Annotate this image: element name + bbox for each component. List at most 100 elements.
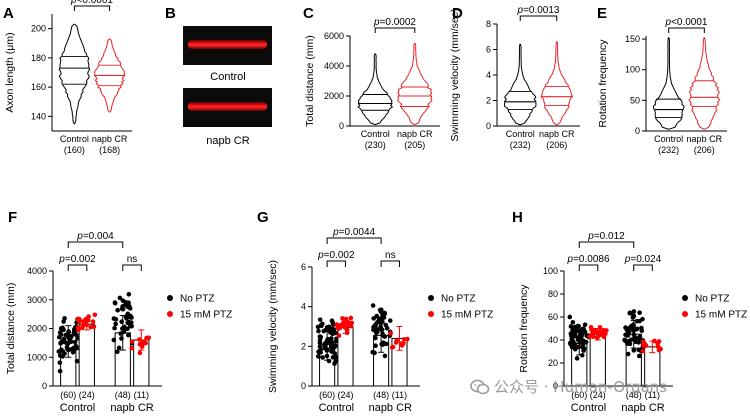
group-label: napb CR — [621, 402, 664, 414]
data-point — [115, 349, 120, 355]
data-point — [589, 332, 594, 338]
legend-marker — [167, 311, 173, 317]
violin-napb — [540, 41, 574, 126]
data-point — [329, 326, 334, 332]
sample-size-label: (206) — [694, 145, 715, 155]
y-tick-label: 2 — [486, 96, 491, 106]
data-point — [111, 337, 117, 343]
data-point — [113, 321, 118, 327]
violin-control — [503, 43, 537, 126]
data-point — [57, 353, 63, 358]
legend-marker — [428, 295, 434, 301]
y-axis-label: Total distance (mm) — [5, 283, 17, 375]
significance-bracket — [374, 27, 416, 33]
y-tick-label: 40 — [548, 335, 558, 345]
data-point — [330, 355, 336, 360]
data-point — [637, 310, 642, 316]
data-point — [121, 326, 126, 331]
y-tick-label: 4 — [301, 302, 306, 312]
sample-size-label: (206) — [546, 140, 567, 150]
data-point — [73, 345, 79, 350]
x-tick-label: napb CR — [397, 129, 433, 139]
y-tick-label: 6 — [301, 262, 306, 272]
data-point — [627, 310, 633, 316]
data-point — [119, 306, 125, 312]
legend-marker — [682, 311, 688, 317]
sample-size-label: (24) — [337, 390, 353, 400]
sample-size-label: (11) — [134, 390, 149, 400]
violin-control — [652, 37, 685, 130]
data-point — [626, 325, 632, 331]
data-point — [371, 316, 376, 321]
data-point — [136, 337, 142, 342]
sample-size-label: (160) — [64, 145, 85, 155]
data-point — [336, 333, 342, 338]
panel-g: 0 2 4 6 Swimming velocity (mm/sec) (60) (24) (4… — [267, 227, 493, 414]
data-point — [74, 358, 80, 364]
data-point — [128, 313, 133, 319]
sample-size-label: (232) — [658, 145, 679, 155]
significance-bracket — [380, 260, 400, 267]
data-point — [62, 351, 67, 356]
violin-control — [58, 23, 91, 125]
sample-size-label: (24) — [590, 390, 606, 400]
data-point — [640, 348, 646, 354]
data-point — [332, 344, 337, 350]
group-label: napb CR — [369, 402, 412, 414]
data-point — [140, 341, 145, 347]
data-point — [631, 313, 637, 319]
panel-e: 0 50 100 150 Rotation frequency Control(232) n… — [597, 17, 727, 155]
significance-label: ns — [127, 254, 138, 265]
y-axis-label: Swimming velocity (mm/sec) — [449, 8, 461, 141]
y-tick-label: 50 — [630, 95, 640, 105]
data-point — [322, 343, 327, 349]
data-point — [343, 316, 349, 322]
data-point — [588, 325, 594, 330]
panel-f: 0 1000 2000 3000 4000 Total distance (mm) (60)… — [5, 231, 232, 414]
legend-label: 15 mM PTZ — [180, 310, 232, 321]
violin-control — [357, 53, 394, 125]
data-point — [378, 307, 384, 313]
significance-label: p=0.002 — [58, 254, 96, 265]
significance-bracket — [73, 5, 111, 11]
significance-bracket — [67, 241, 124, 248]
data-point — [568, 324, 574, 329]
data-point — [129, 345, 135, 351]
data-point — [319, 323, 324, 329]
sample-size-label: (11) — [645, 390, 660, 400]
data-point — [383, 322, 389, 328]
data-point — [655, 344, 661, 349]
data-point — [81, 321, 87, 327]
y-tick-label: 0 — [339, 121, 344, 131]
data-point — [332, 361, 337, 366]
data-point — [379, 327, 385, 333]
data-point — [57, 360, 63, 365]
data-point — [393, 340, 399, 345]
legend-label: No PTZ — [695, 294, 729, 305]
data-point — [641, 339, 646, 344]
data-point — [317, 337, 323, 343]
data-point — [129, 323, 134, 329]
y-tick-label: 6000 — [324, 31, 344, 41]
data-point — [624, 341, 630, 346]
control-fish-stripe — [188, 40, 267, 49]
data-point — [373, 335, 378, 341]
watermark: 公众号 · Human-Organs — [470, 376, 750, 400]
y-tick-label: 160 — [31, 82, 46, 92]
y-tick-label: 0 — [553, 381, 558, 391]
y-tick-label: 3000 — [27, 295, 47, 305]
group-label: Control — [319, 402, 354, 414]
data-point — [111, 316, 117, 321]
significance-bracket — [633, 264, 653, 271]
legend-marker — [428, 311, 434, 317]
data-point — [631, 348, 637, 353]
y-axis-label: Total distance (mm) — [304, 35, 316, 127]
data-point — [116, 345, 122, 351]
data-point — [636, 353, 642, 359]
x-tick-label: Control — [654, 134, 683, 144]
data-point — [320, 355, 325, 360]
panel-label-g: G — [257, 209, 269, 226]
legend-label: 15 mM PTZ — [441, 310, 493, 321]
